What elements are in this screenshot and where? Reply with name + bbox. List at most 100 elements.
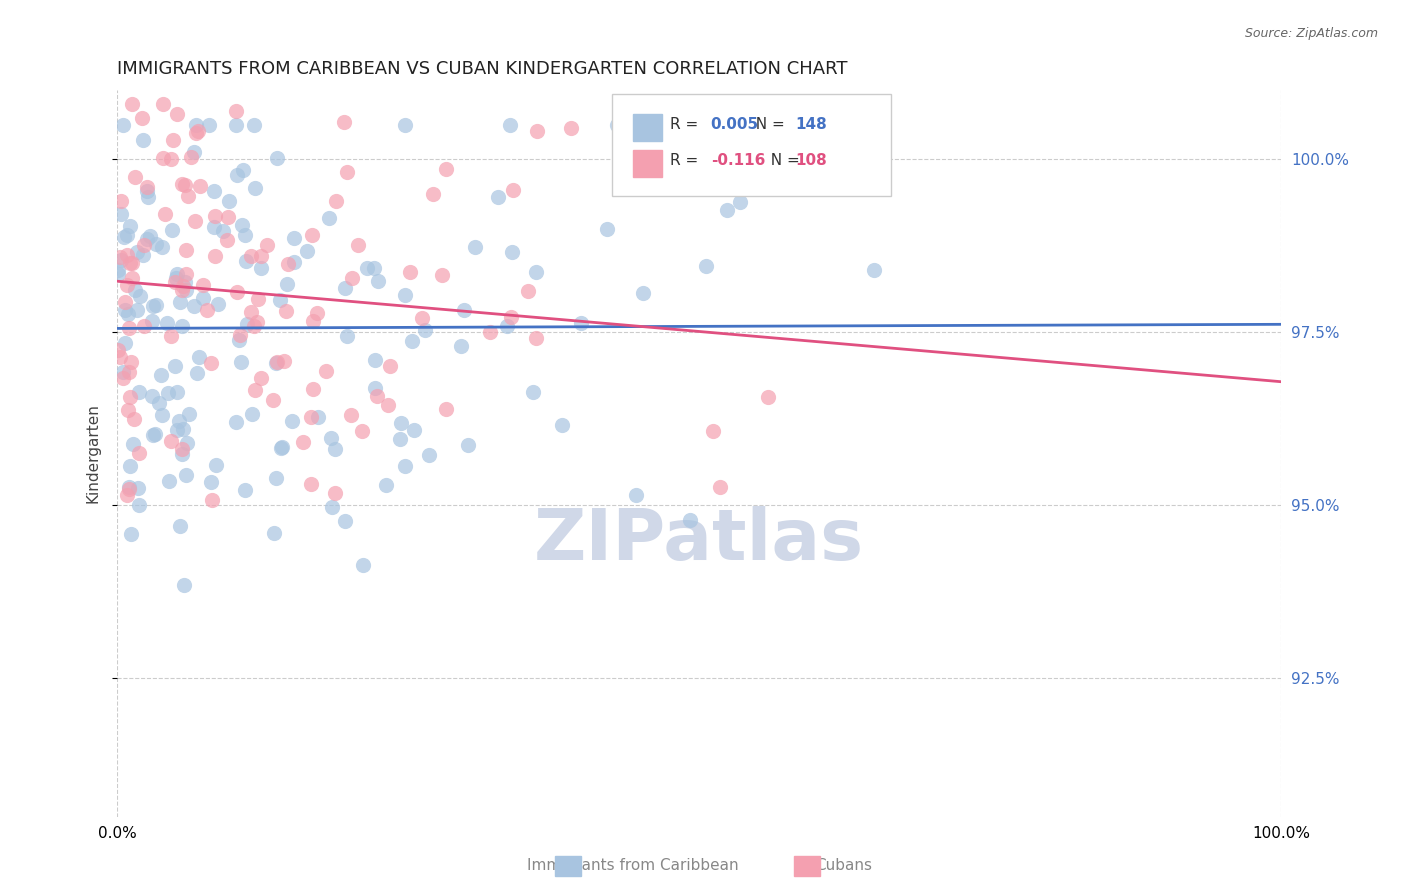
- Point: [188, 179, 211, 194]
- Point: [333, 514, 356, 528]
- Point: [120, 526, 142, 541]
- Point: [202, 219, 225, 234]
- Point: [122, 436, 145, 450]
- Point: [128, 289, 150, 303]
- Point: [422, 187, 444, 202]
- Point: [478, 325, 501, 339]
- Point: [114, 303, 136, 318]
- Point: [187, 123, 209, 137]
- Point: [120, 219, 142, 234]
- Point: [240, 249, 263, 263]
- Point: [141, 389, 163, 403]
- Point: [166, 267, 188, 281]
- Point: [160, 434, 183, 448]
- Point: [301, 227, 323, 242]
- Point: [709, 480, 731, 494]
- Point: [269, 293, 291, 307]
- Point: [170, 178, 193, 192]
- Point: [325, 194, 347, 208]
- Point: [174, 468, 197, 483]
- Point: [434, 402, 457, 417]
- Point: [120, 459, 142, 474]
- Y-axis label: Kindergarten: Kindergarten: [86, 403, 100, 503]
- Point: [120, 256, 142, 270]
- Point: [363, 260, 385, 275]
- Point: [156, 386, 179, 401]
- Point: [157, 474, 180, 488]
- Point: [111, 365, 134, 379]
- Point: [249, 249, 271, 263]
- Point: [155, 207, 177, 221]
- Point: [191, 291, 214, 305]
- Text: Immigrants from Caribbean: Immigrants from Caribbean: [527, 858, 738, 872]
- Point: [321, 431, 343, 445]
- Point: [717, 118, 740, 132]
- Point: [363, 380, 385, 394]
- Text: ZIPatlas: ZIPatlas: [534, 506, 865, 575]
- Point: [245, 315, 267, 329]
- Point: [172, 447, 194, 461]
- Point: [128, 498, 150, 512]
- Point: [121, 271, 143, 285]
- Point: [200, 356, 222, 370]
- Point: [174, 243, 197, 257]
- Point: [389, 416, 412, 430]
- Point: [225, 285, 247, 299]
- Point: [264, 356, 287, 370]
- Point: [127, 481, 149, 495]
- Point: [302, 314, 325, 328]
- Point: [121, 97, 143, 112]
- Point: [399, 265, 422, 279]
- Point: [728, 194, 751, 209]
- Point: [307, 306, 329, 320]
- Text: R =: R =: [669, 153, 703, 169]
- Point: [165, 275, 187, 289]
- Point: [120, 391, 142, 405]
- Point: [166, 384, 188, 399]
- Point: [250, 261, 273, 276]
- Point: [394, 288, 416, 302]
- Point: [450, 339, 472, 353]
- Point: [352, 558, 374, 572]
- Point: [501, 245, 523, 260]
- Point: [174, 267, 197, 281]
- Point: [207, 296, 229, 310]
- Point: [162, 133, 184, 147]
- Point: [243, 319, 266, 334]
- Point: [110, 207, 132, 221]
- Point: [246, 292, 269, 306]
- Point: [283, 255, 305, 269]
- Point: [716, 203, 738, 218]
- Point: [606, 118, 628, 132]
- Point: [499, 310, 522, 325]
- Point: [121, 255, 143, 269]
- Point: [323, 442, 346, 456]
- Point: [270, 441, 292, 455]
- Point: [273, 354, 295, 368]
- Point: [118, 480, 141, 494]
- Point: [486, 189, 509, 203]
- Point: [187, 350, 209, 364]
- Point: [225, 103, 247, 118]
- Point: [132, 133, 155, 147]
- Point: [401, 334, 423, 348]
- Point: [307, 409, 329, 424]
- Point: [295, 244, 318, 258]
- Point: [149, 368, 172, 382]
- Point: [526, 124, 548, 138]
- Point: [274, 303, 297, 318]
- Point: [226, 168, 249, 182]
- Point: [271, 440, 294, 454]
- Point: [233, 483, 256, 497]
- Bar: [633, 150, 662, 178]
- Point: [411, 310, 433, 325]
- Point: [394, 458, 416, 473]
- Point: [453, 303, 475, 318]
- Point: [256, 237, 278, 252]
- Point: [134, 318, 156, 333]
- Point: [212, 224, 235, 238]
- Point: [560, 120, 582, 135]
- Text: -0.116: -0.116: [710, 153, 765, 169]
- Point: [166, 107, 188, 121]
- Point: [204, 209, 226, 223]
